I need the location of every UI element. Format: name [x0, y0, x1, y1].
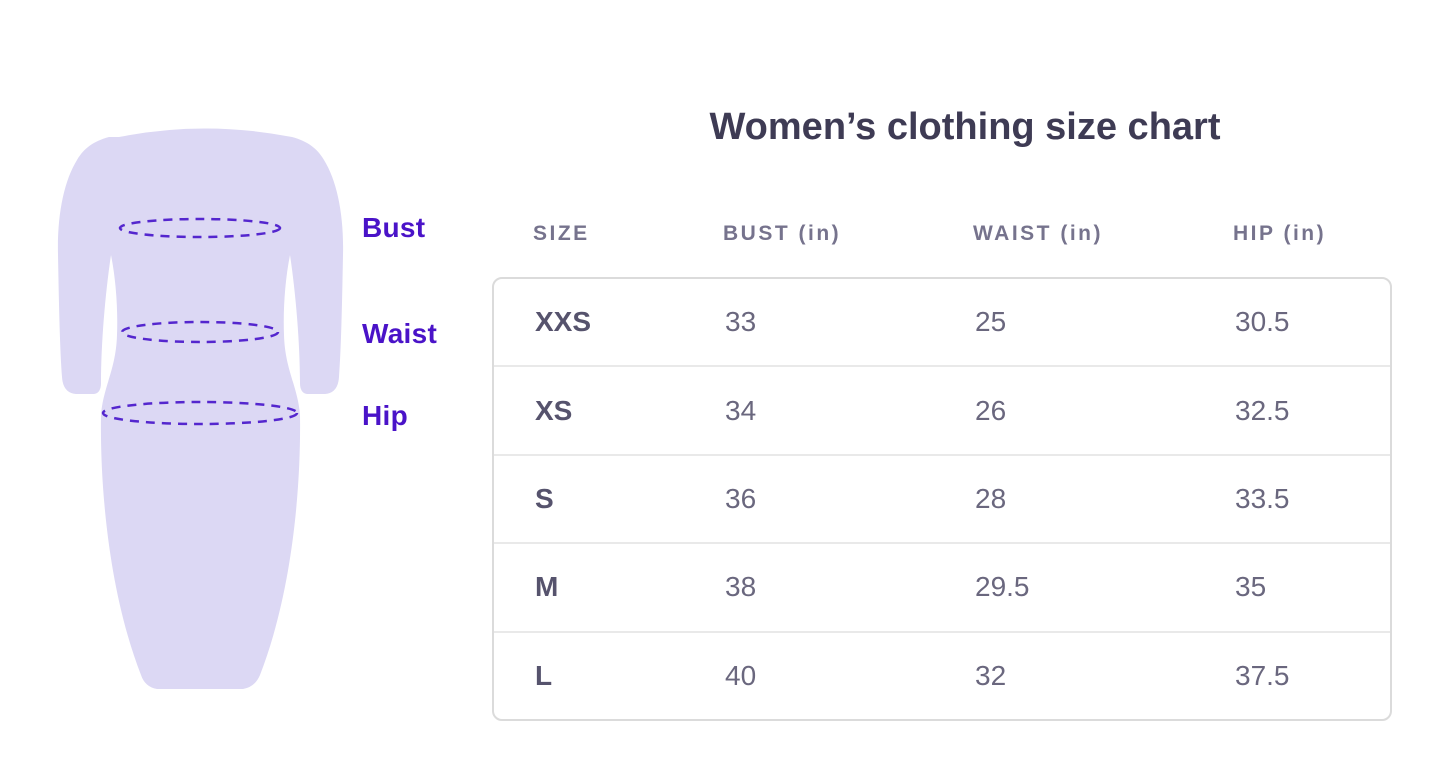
dress-illustration [55, 115, 345, 715]
hip-cell: 32.5 [1235, 394, 1290, 426]
bust-cell: 40 [725, 659, 757, 691]
waist-cell: 29.5 [975, 571, 1030, 603]
page-title: Women’s clothing size chart [709, 106, 1221, 148]
column-header-waist: WAIST (in) [973, 222, 1103, 245]
dress-body-shape [57, 128, 344, 689]
waist-cell: 32 [975, 659, 1007, 691]
size-cell: L [535, 659, 553, 691]
waist-measure-line [120, 320, 280, 344]
hip-cell: 37.5 [1235, 659, 1290, 691]
table-row-l: L 40 32 37.5 [494, 633, 1390, 719]
waist-cell: 26 [975, 394, 1007, 426]
dress-silhouette [57, 128, 344, 689]
size-cell: XS [535, 394, 573, 426]
size-cell: M [535, 571, 559, 603]
bust-cell: 36 [725, 483, 757, 515]
waist-label: Waist [362, 318, 438, 349]
hip-measure-line [101, 400, 299, 426]
bust-cell: 34 [725, 394, 757, 426]
hip-label: Hip [362, 400, 409, 431]
hip-cell: 35 [1235, 571, 1267, 603]
table-row-xxs: XXS 33 25 30.5 [494, 279, 1390, 368]
bust-label: Bust [362, 212, 426, 243]
column-header-bust: BUST (in) [723, 222, 842, 245]
bust-cell: 38 [725, 571, 757, 603]
column-header-size: SIZE [533, 222, 590, 245]
size-table: XXS 33 25 30.5 XS 34 26 32.5 S 36 28 33.… [492, 277, 1392, 721]
table-row-m: M 38 29.5 35 [494, 544, 1390, 633]
size-cell: S [535, 483, 554, 515]
waist-cell: 25 [975, 306, 1007, 338]
size-cell: XXS [535, 306, 592, 338]
bust-measure-line [118, 217, 282, 239]
waist-cell: 28 [975, 483, 1007, 515]
hip-cell: 33.5 [1235, 483, 1290, 515]
bust-cell: 33 [725, 306, 757, 338]
table-row-xs: XS 34 26 32.5 [494, 367, 1390, 456]
table-header-row: SIZE BUST (in) WAIST (in) HIP (in) [492, 206, 1392, 262]
hip-cell: 30.5 [1235, 306, 1290, 338]
table-row-s: S 36 28 33.5 [494, 456, 1390, 545]
column-header-hip: HIP (in) [1233, 222, 1327, 245]
